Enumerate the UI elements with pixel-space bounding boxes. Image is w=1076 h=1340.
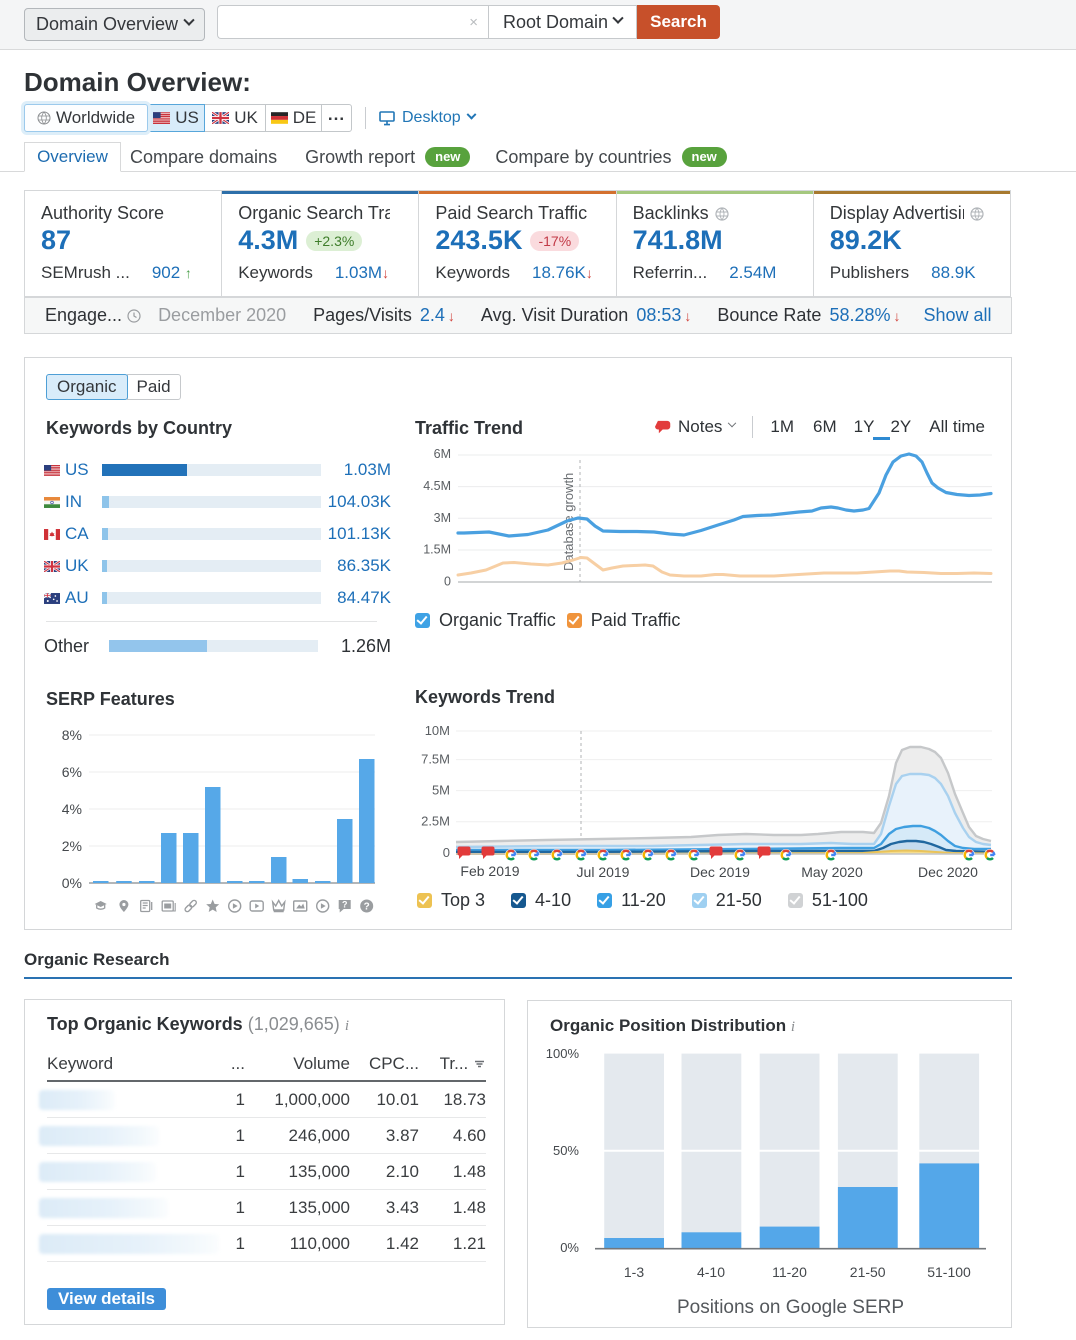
svg-text:Dec 2020: Dec 2020 (918, 864, 978, 880)
svg-text:0%: 0% (560, 1240, 579, 1255)
svg-text:4.5M: 4.5M (423, 479, 451, 493)
svg-text:Positions on Google SERP: Positions on Google SERP (677, 1297, 904, 1318)
svg-text:?: ? (364, 902, 370, 913)
svg-text:Dec 2019: Dec 2019 (690, 864, 750, 880)
svg-text:100%: 100% (546, 1046, 580, 1061)
svg-text:3M: 3M (434, 511, 451, 525)
svg-text:1-3: 1-3 (624, 1264, 644, 1280)
svg-text:0: 0 (443, 845, 450, 860)
svg-text:4%: 4% (62, 801, 82, 817)
svg-text:2%: 2% (62, 838, 82, 854)
svg-text:Jul 2019: Jul 2019 (577, 864, 630, 880)
svg-text:50%: 50% (553, 1143, 579, 1158)
svg-text:10M: 10M (425, 723, 450, 738)
svg-text:21-50: 21-50 (850, 1264, 886, 1280)
svg-text:0: 0 (444, 575, 451, 589)
svg-text:0%: 0% (62, 875, 82, 891)
svg-text:1.5M: 1.5M (423, 543, 451, 557)
svg-text:2.5M: 2.5M (421, 814, 450, 829)
svg-text:6M: 6M (434, 447, 451, 461)
svg-text:?: ? (342, 900, 348, 910)
svg-text:8%: 8% (62, 727, 82, 743)
svg-text:51-100: 51-100 (927, 1264, 971, 1280)
svg-text:6%: 6% (62, 764, 82, 780)
svg-text:May 2020: May 2020 (801, 864, 863, 880)
svg-text:5M: 5M (432, 783, 450, 798)
svg-text:7.5M: 7.5M (421, 752, 450, 767)
svg-text:Feb 2019: Feb 2019 (460, 863, 519, 879)
svg-text:11-20: 11-20 (772, 1264, 807, 1280)
svg-text:4-10: 4-10 (697, 1264, 725, 1280)
